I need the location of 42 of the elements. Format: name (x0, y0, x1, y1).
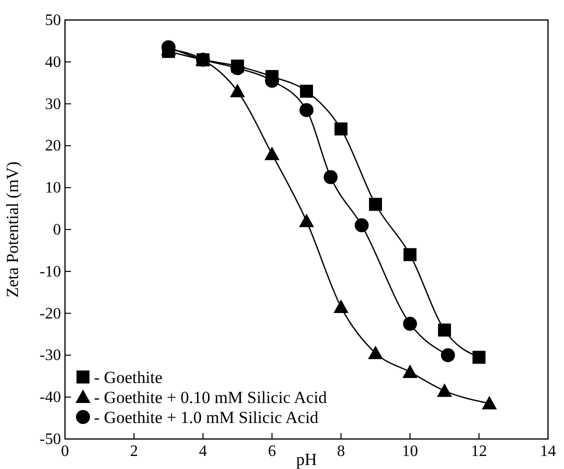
point (230, 84, 245, 98)
y-tick-label: -50 (40, 431, 61, 448)
point (300, 103, 314, 118)
x-tick-label: 6 (268, 443, 276, 460)
point (300, 84, 313, 98)
y-tick-label: -40 (40, 389, 61, 406)
point (403, 316, 417, 331)
x-tick-label: 10 (402, 443, 418, 460)
y-axis-title: Zeta Potential (mV) (3, 162, 22, 298)
point (368, 346, 383, 360)
point (264, 146, 280, 160)
legend-label: - Goethite + 0.10 mM Silicic Acid (94, 388, 328, 407)
point (437, 383, 452, 397)
y-tick-label: 0 (53, 222, 61, 238)
point (334, 122, 348, 136)
x-tick-label: 14 (540, 443, 556, 460)
point (404, 248, 416, 262)
x-tick-label: 2 (130, 443, 138, 460)
y-tick-label: 50 (45, 12, 61, 29)
x-tick-label: 4 (199, 443, 207, 460)
x-axis-title: pH (296, 450, 317, 469)
y-tick-label: -10 (40, 263, 61, 280)
point (402, 364, 418, 378)
point (440, 348, 455, 362)
point (369, 198, 382, 211)
point (299, 214, 314, 228)
legend-label: - Goethite (94, 368, 162, 387)
point (472, 350, 486, 364)
x-tick-label: 8 (337, 443, 345, 460)
point (438, 324, 451, 337)
point (482, 396, 497, 410)
y-tick-label: 10 (45, 180, 61, 197)
point (334, 300, 348, 314)
point (324, 170, 338, 184)
y-tick-label: -30 (40, 347, 61, 364)
x-tick-label: 12 (471, 443, 487, 460)
y-tick-label: 40 (45, 54, 61, 71)
point (354, 218, 369, 232)
y-tick-label: 30 (45, 96, 61, 113)
y-tick-label: 20 (45, 138, 61, 155)
legend-label: - Goethite + 1.0 mM Silicic Acid (94, 408, 319, 427)
y-tick-label: -20 (40, 305, 61, 322)
